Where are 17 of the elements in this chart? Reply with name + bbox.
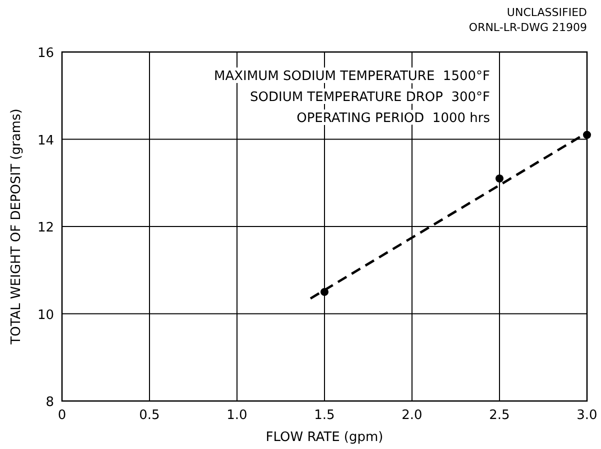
x-tick-label: 0 — [58, 408, 66, 423]
x-tick-label: 2.5 — [489, 408, 510, 423]
y-tick-label: 10 — [37, 308, 54, 323]
x-tick-label: 2.0 — [402, 408, 422, 423]
y-tick-label: 16 — [37, 46, 54, 61]
x-tick-label: 3.0 — [576, 408, 598, 423]
point — [496, 174, 504, 183]
text: ORNL-LR-DWG 21909 — [468, 21, 587, 34]
x-tick-label: 1.0 — [226, 408, 248, 423]
y-tick-label: 8 — [46, 395, 54, 410]
y-tick-label: 12 — [37, 220, 54, 236]
x-tick-label: 1.5 — [314, 408, 335, 423]
x-axis-title: FLOW RATE (gpm) — [266, 430, 384, 445]
y-tick-label: 14 — [37, 133, 54, 148]
y-axis-title: TOTAL WEIGHT OF DEPOSIT (grams) — [9, 108, 24, 346]
text: UNCLASSIFIED — [506, 6, 587, 19]
x-tick-label: 0.5 — [139, 408, 160, 423]
